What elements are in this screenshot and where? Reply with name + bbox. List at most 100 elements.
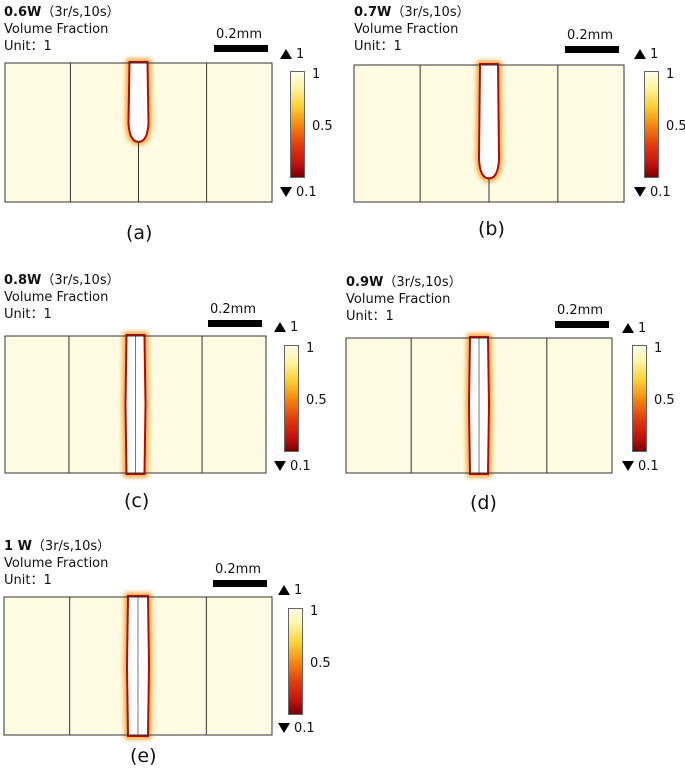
header-quantity: Volume Fraction — [346, 291, 462, 308]
max-marker: 1 — [280, 48, 304, 62]
laser-power: 0.7W — [354, 5, 392, 20]
colorbar — [644, 71, 659, 178]
min-value: 0.1 — [290, 459, 311, 474]
ablated-groove — [480, 65, 498, 178]
unit-label: Unit：1 — [4, 39, 52, 54]
scale-bar — [208, 320, 262, 327]
panel-caption: (b) — [478, 218, 505, 240]
scale-bar — [565, 46, 619, 53]
header-quantity: Volume Fraction — [4, 21, 120, 38]
min-value: 0.1 — [638, 459, 659, 474]
up-triangle-icon — [634, 49, 646, 59]
colorbar — [288, 608, 303, 715]
max-marker: 1 — [278, 584, 302, 598]
panel-header: 0.8W（3r/s,10s） Volume Fraction Unit：1 — [4, 272, 120, 323]
header-power-line: 0.8W（3r/s,10s） — [4, 272, 120, 289]
header-quantity: Volume Fraction — [4, 555, 110, 572]
colorbar-tick-label: 0.5 — [310, 656, 331, 671]
quantity-label: Volume Fraction — [354, 22, 459, 37]
header-unit: Unit：1 — [354, 38, 470, 55]
max-marker: 1 — [634, 48, 658, 62]
header-power-line: 0.9W（3r/s,10s） — [346, 274, 462, 291]
header-power-line: 1 W（3r/s,10s） — [4, 538, 110, 555]
colorbar-tick-label: 1 — [654, 341, 663, 356]
up-triangle-icon — [278, 585, 290, 595]
max-value: 1 — [290, 320, 299, 335]
colorbar — [284, 345, 299, 452]
scale-bar-label: 0.2mm — [215, 562, 262, 577]
max-value: 1 — [650, 47, 659, 62]
min-value: 0.1 — [296, 185, 317, 200]
panel-header: 0.7W（3r/s,10s） Volume Fraction Unit：1 — [354, 4, 470, 55]
quantity-label: Volume Fraction — [346, 292, 451, 307]
max-value: 1 — [296, 47, 305, 62]
process-parameters: （3r/s,10s） — [391, 5, 470, 20]
max-value: 1 — [638, 321, 647, 336]
panel-caption: (a) — [126, 222, 153, 244]
header-quantity: Volume Fraction — [354, 21, 470, 38]
header-unit: Unit：1 — [346, 308, 462, 325]
min-marker: 0.1 — [280, 186, 317, 200]
header-quantity: Volume Fraction — [4, 289, 120, 306]
down-triangle-icon — [634, 187, 646, 197]
panel-caption: (d) — [470, 492, 497, 514]
up-triangle-icon — [280, 49, 292, 59]
scale-bar — [213, 580, 267, 587]
volume-fraction-field — [4, 331, 267, 478]
scale-bar — [555, 321, 609, 328]
max-value: 1 — [294, 583, 303, 598]
process-parameters: （3r/s,10s） — [31, 539, 111, 554]
volume-fraction-field — [353, 60, 625, 203]
process-parameters: （3r/s,10s） — [383, 275, 462, 290]
panel-caption: (c) — [124, 490, 150, 512]
laser-power: 0.6W — [4, 5, 42, 20]
colorbar-tick-label: 0.5 — [666, 119, 685, 134]
min-marker: 0.1 — [278, 722, 315, 736]
colorbar — [632, 345, 647, 452]
process-parameters: （3r/s,10s） — [41, 5, 120, 20]
colorbar-tick-label: 0.5 — [312, 119, 333, 134]
colorbar-tick-label: 0.5 — [654, 393, 675, 408]
scale-bar-label: 0.2mm — [216, 27, 263, 42]
colorbar-tick-label: 1 — [666, 67, 675, 82]
colorbar — [290, 71, 305, 178]
volume-fraction-field — [3, 592, 273, 740]
min-value: 0.1 — [650, 185, 671, 200]
ablated-groove — [129, 63, 148, 141]
quantity-label: Volume Fraction — [4, 290, 109, 305]
down-triangle-icon — [280, 187, 292, 197]
header-unit: Unit：1 — [4, 38, 120, 55]
quantity-label: Volume Fraction — [4, 22, 109, 37]
scale-bar-label: 0.2mm — [557, 303, 604, 318]
scale-bar — [214, 45, 268, 52]
up-triangle-icon — [274, 322, 286, 332]
volume-fraction-field — [345, 333, 613, 478]
laser-power: 0.8W — [4, 273, 42, 288]
quantity-label: Volume Fraction — [4, 556, 109, 571]
panel-caption: (e) — [130, 745, 157, 767]
max-marker: 1 — [622, 322, 646, 336]
unit-label: Unit：1 — [354, 39, 402, 54]
down-triangle-icon — [622, 461, 634, 471]
min-marker: 0.1 — [622, 460, 659, 474]
panel-header: 1 W（3r/s,10s） Volume Fraction Unit：1 — [4, 538, 110, 589]
colorbar-tick-label: 1 — [306, 341, 315, 356]
header-unit: Unit：1 — [4, 572, 110, 589]
unit-label: Unit：1 — [346, 309, 394, 324]
unit-label: Unit：1 — [4, 573, 52, 588]
laser-power: 0.9W — [346, 275, 384, 290]
scale-bar-label: 0.2mm — [567, 28, 614, 43]
min-value: 0.1 — [294, 721, 315, 736]
up-triangle-icon — [622, 323, 634, 333]
colorbar-tick-label: 0.5 — [306, 393, 327, 408]
colorbar-tick-label: 1 — [312, 67, 321, 82]
laser-power: 1 W — [4, 539, 32, 554]
min-marker: 0.1 — [634, 186, 671, 200]
max-marker: 1 — [274, 321, 298, 335]
header-unit: Unit：1 — [4, 306, 120, 323]
header-power-line: 0.6W（3r/s,10s） — [4, 4, 120, 21]
panel-header: 0.9W（3r/s,10s） Volume Fraction Unit：1 — [346, 274, 462, 325]
scale-bar-label: 0.2mm — [210, 302, 257, 317]
down-triangle-icon — [278, 723, 290, 733]
panel-header: 0.6W（3r/s,10s） Volume Fraction Unit：1 — [4, 4, 120, 55]
